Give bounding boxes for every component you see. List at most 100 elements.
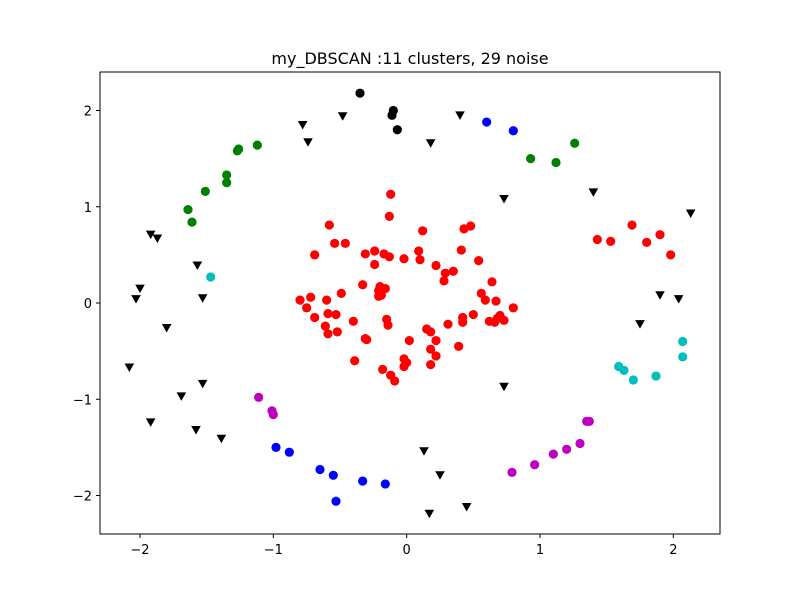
noise-point	[197, 379, 208, 389]
cluster-point	[548, 449, 558, 459]
cluster-point	[468, 309, 478, 320]
cluster-point	[358, 280, 368, 290]
cluster-point	[508, 126, 518, 136]
cluster-point	[439, 276, 449, 286]
cluster-point	[310, 312, 320, 323]
noise-point	[673, 295, 684, 304]
cluster-point	[418, 226, 428, 236]
cluster-point	[386, 189, 396, 199]
noise-point	[131, 295, 141, 304]
cluster-point	[402, 358, 412, 368]
y-tick-label: 1	[84, 201, 92, 216]
cluster-point	[370, 246, 380, 256]
noise-point	[135, 284, 145, 294]
cluster-point	[426, 344, 436, 354]
noise-point	[461, 503, 472, 512]
chart-title: my_DBSCAN :11 clusters, 29 noise	[271, 49, 548, 69]
cluster-point	[431, 351, 441, 361]
noise-point	[635, 320, 645, 329]
cluster-point	[295, 295, 305, 305]
cluster-point	[320, 321, 330, 331]
noise-point	[303, 138, 313, 147]
cluster-point	[426, 360, 436, 370]
noise-point	[145, 418, 156, 427]
noise-point	[499, 382, 509, 392]
cluster-point	[306, 292, 316, 302]
cluster-point	[323, 329, 333, 339]
cluster-point	[324, 220, 334, 230]
cluster-point	[360, 249, 370, 259]
cluster-point	[466, 221, 476, 231]
cluster-point	[627, 220, 637, 230]
cluster-point	[392, 125, 402, 135]
x-tick-label: 1	[536, 543, 544, 558]
cluster-point	[491, 296, 501, 306]
cluster-point	[200, 186, 210, 196]
cluster-point	[456, 245, 466, 255]
cluster-point	[507, 467, 517, 477]
y-tick-label: 2	[84, 105, 92, 120]
cluster-point	[232, 146, 242, 156]
cluster-point	[415, 255, 425, 265]
noise-point	[588, 188, 599, 197]
cluster-point	[362, 334, 372, 345]
noise-point	[499, 195, 509, 204]
cluster-point	[388, 105, 398, 116]
x-tick-label: 0	[403, 543, 411, 558]
cluster-point	[499, 315, 509, 325]
noise-point	[192, 261, 203, 270]
cluster-point	[323, 308, 333, 319]
cluster-point	[380, 479, 390, 489]
cluster-point	[332, 327, 342, 337]
cluster-point	[315, 464, 325, 475]
cluster-point	[562, 444, 572, 454]
cluster-point	[448, 266, 458, 276]
noise-point	[124, 363, 135, 372]
cluster-point	[383, 320, 393, 330]
cluster-point	[655, 230, 665, 240]
cluster-point	[678, 352, 688, 362]
noise-point	[655, 291, 665, 300]
cluster-point	[476, 288, 486, 298]
cluster-point	[474, 256, 484, 266]
y-tick-label: −2	[73, 490, 92, 505]
cluster-point	[284, 447, 294, 457]
cluster-point	[271, 442, 281, 452]
noise-point	[425, 139, 436, 148]
cluster-point	[508, 303, 518, 313]
cluster-point	[431, 260, 441, 271]
x-tick-label: −1	[264, 543, 283, 558]
cluster-point	[254, 392, 264, 402]
noise-point	[685, 209, 696, 218]
cluster-point	[348, 316, 358, 326]
cluster-point	[340, 238, 350, 248]
cluster-point	[222, 178, 232, 188]
cluster-point	[355, 88, 365, 98]
cluster-point	[331, 309, 341, 320]
x-tick-label: −2	[130, 543, 149, 558]
noise-point	[337, 112, 348, 121]
noise-point	[424, 509, 435, 519]
cluster-point	[628, 375, 638, 385]
x-tick-label: 2	[669, 543, 677, 558]
cluster-point	[666, 250, 676, 260]
cluster-point	[187, 217, 197, 227]
noise-point	[419, 447, 429, 456]
cluster-point	[440, 268, 450, 278]
cluster-point	[322, 295, 332, 305]
noise-point	[191, 426, 201, 435]
cluster-point	[268, 410, 278, 420]
cluster-point	[302, 303, 312, 313]
cluster-point	[678, 336, 688, 347]
cluster-point	[487, 277, 497, 287]
noise-point	[216, 434, 227, 444]
cluster-point	[606, 236, 616, 246]
cluster-point	[331, 496, 341, 506]
cluster-point	[222, 170, 232, 180]
noise-point	[145, 230, 156, 240]
cluster-point	[619, 365, 629, 375]
cluster-point	[183, 205, 193, 215]
noise-point	[435, 471, 445, 480]
cluster-point	[206, 272, 216, 282]
